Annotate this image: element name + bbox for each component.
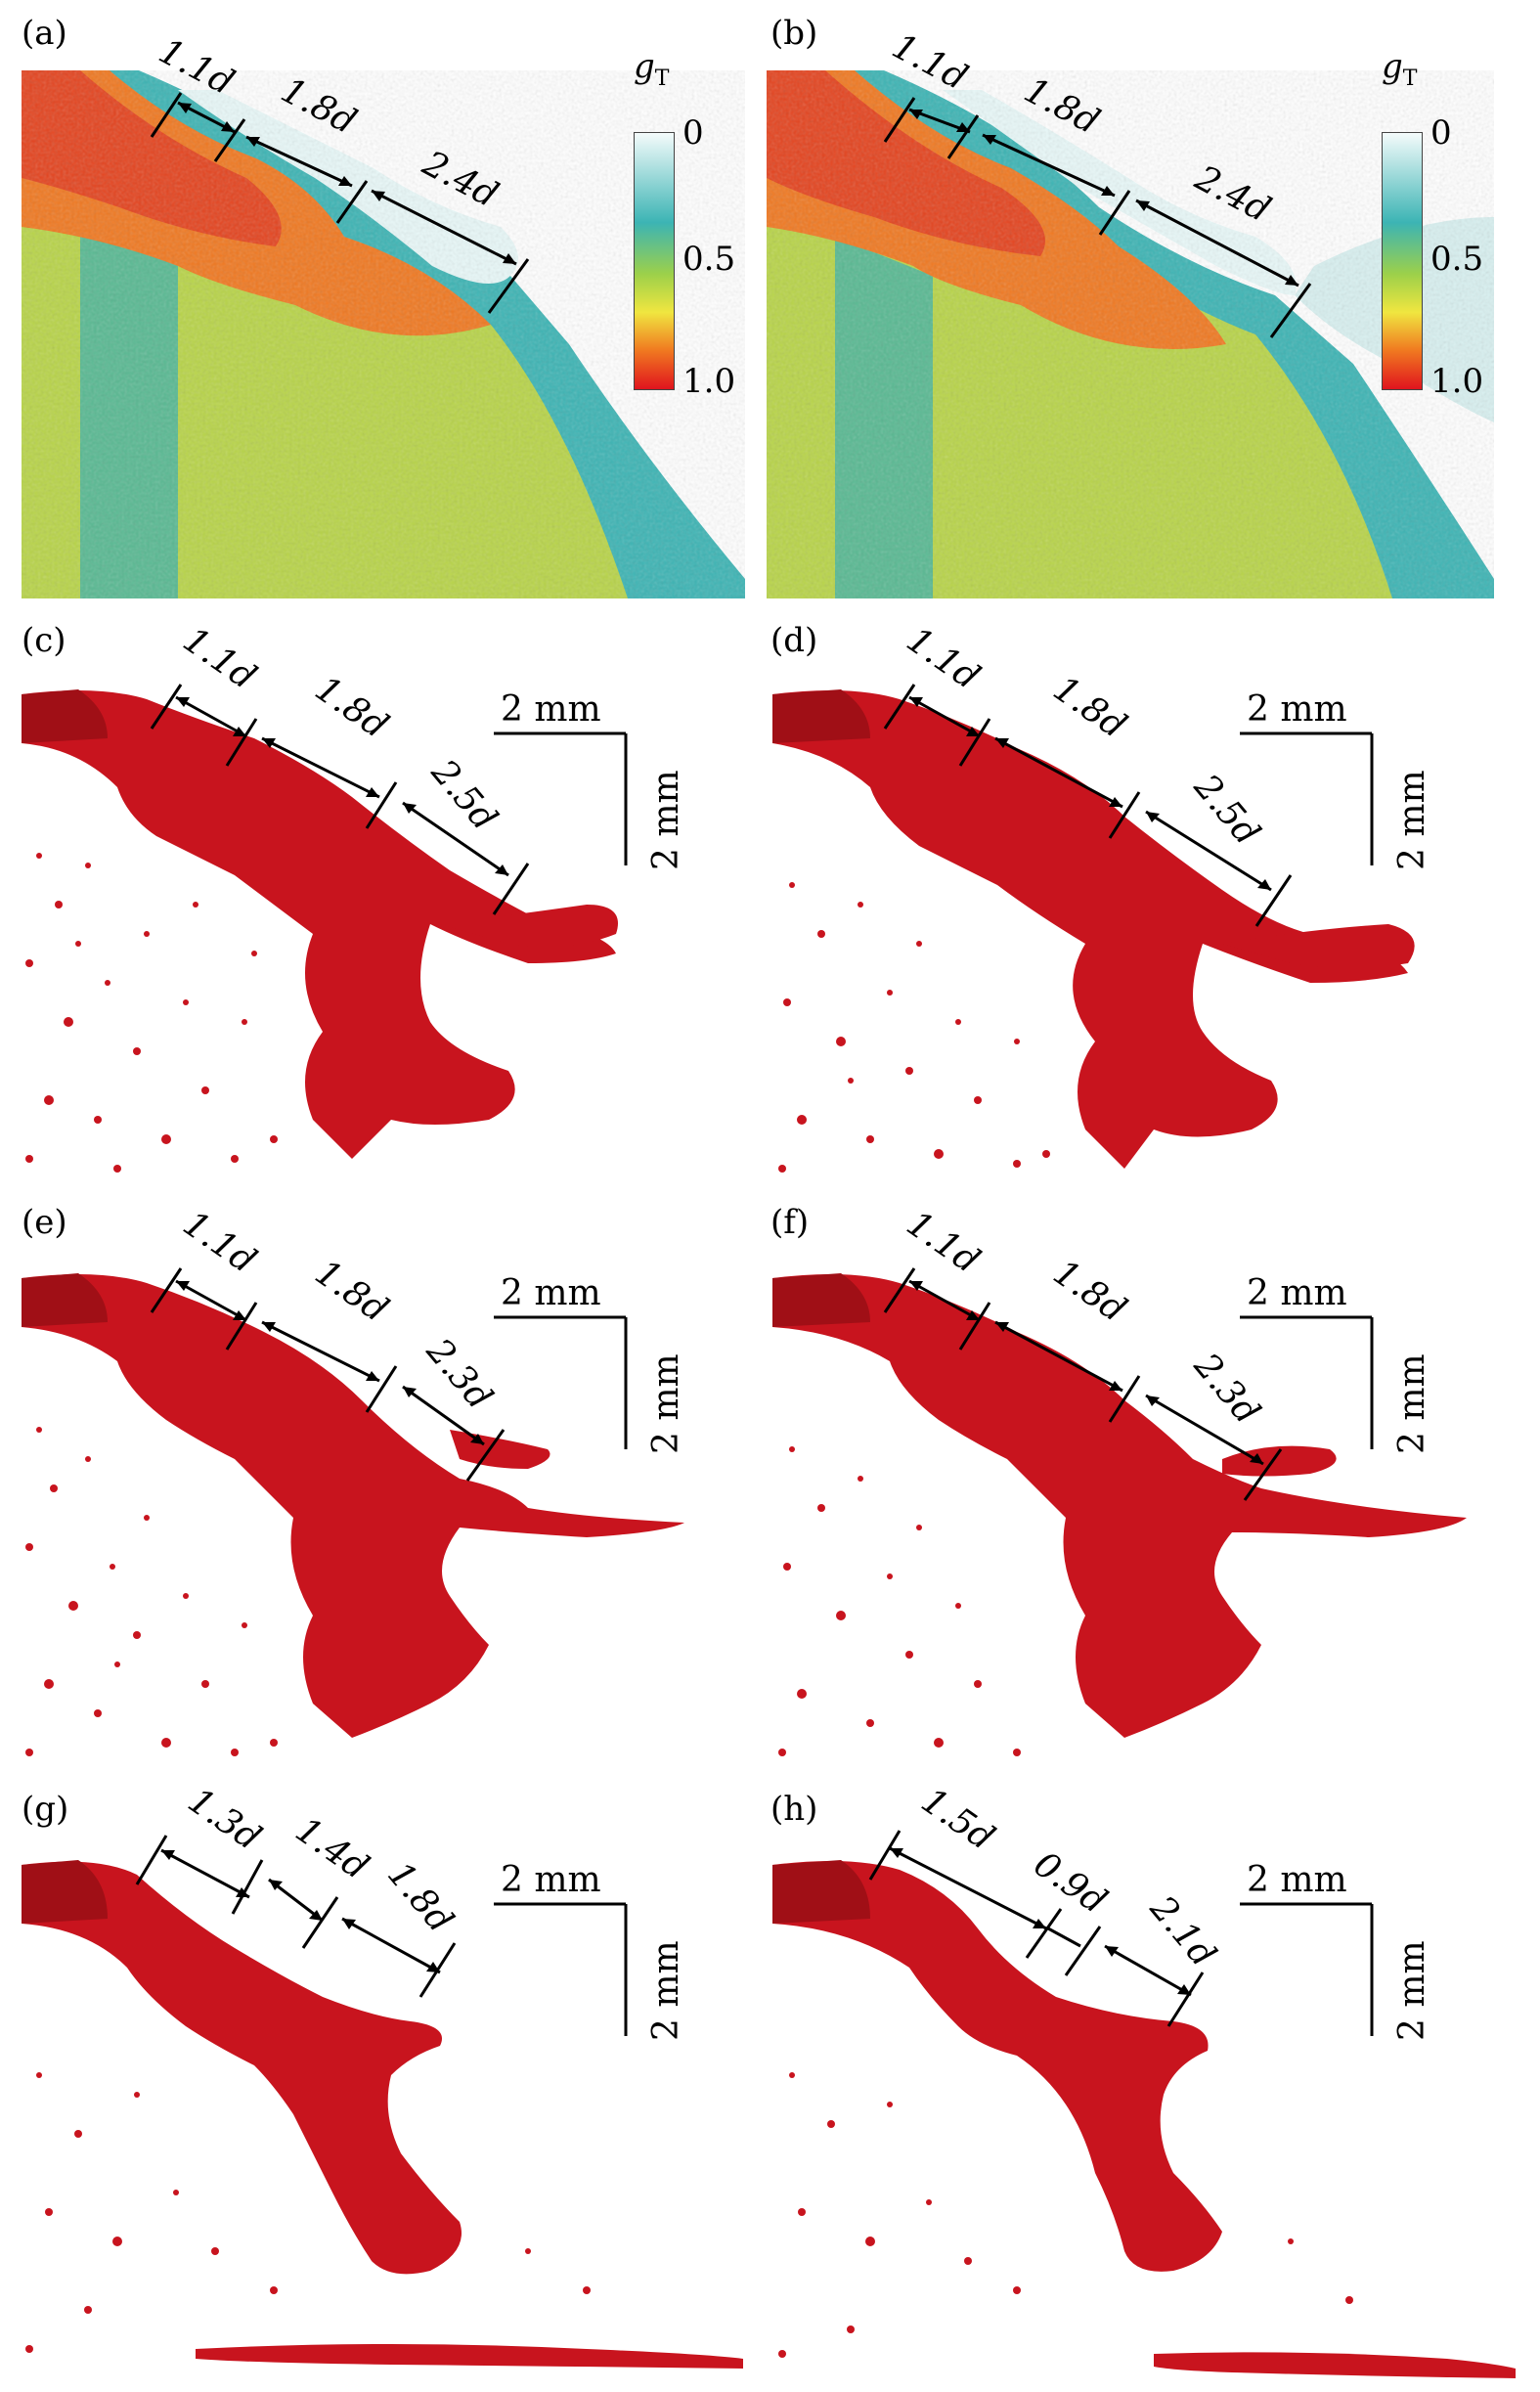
heatmap-image xyxy=(767,70,1494,598)
droplets xyxy=(25,2072,591,2353)
measure-label: 2.3d xyxy=(1185,1346,1267,1433)
scalebar-label: 2 mm xyxy=(1247,689,1347,730)
panel-d: (d) xyxy=(763,611,1516,1183)
colorbar xyxy=(1382,132,1423,390)
measure-label: 2.3d xyxy=(418,1331,500,1418)
measure-label: 1.8d xyxy=(1018,70,1106,143)
scalebar-label: 2 mm xyxy=(1392,770,1432,870)
droplets xyxy=(778,2072,1353,2358)
scalebar-label: 2 mm xyxy=(1247,1273,1347,1313)
measure-label: 2.1d xyxy=(1141,1888,1223,1975)
measure-label: 1.8d xyxy=(379,1854,461,1940)
scalebar-label: 2 mm xyxy=(1247,1860,1347,1900)
measurement-overlay: 1.1d 1.8d 2.4d xyxy=(883,26,1312,338)
measure-label: 1.8d xyxy=(1046,669,1133,747)
panel-label: (h) xyxy=(770,1790,818,1829)
colorbar-tick: 0 xyxy=(1430,113,1452,153)
measure-label: 2.5d xyxy=(1185,767,1267,854)
measure-label: 1.4d xyxy=(288,1810,375,1888)
liquid-render: 1.1d 1.8d 2.3d 2 mm 2 mm xyxy=(22,1204,686,1756)
measure-label: 1.8d xyxy=(308,1253,395,1331)
droplets xyxy=(778,1446,1021,1756)
liquid-render: 1.1d 1.8d 2.3d 2 mm 2 mm xyxy=(772,1204,1467,1756)
measure-label: 1.5d xyxy=(914,1781,1001,1859)
colorbar-tick: 0 xyxy=(682,113,704,153)
droplets xyxy=(778,882,1050,1173)
colorbar-tick: 0.5 xyxy=(1430,240,1484,279)
colorbar-title: gT xyxy=(1382,47,1418,91)
panel-h: (h) 1.5d 0.9d 2.1d xyxy=(763,1781,1516,2388)
panel-e: (e) xyxy=(0,1195,753,1772)
panel-label: (g) xyxy=(22,1790,69,1829)
panel-label: (d) xyxy=(770,621,818,660)
droplets xyxy=(25,1427,278,1756)
scalebar-label: 2 mm xyxy=(1392,1940,1432,2041)
colorbar-tick: 1.0 xyxy=(682,362,736,401)
measure-label: 2.4d xyxy=(1188,157,1277,230)
panel-label: (f) xyxy=(770,1203,810,1242)
measure-label: 1.3d xyxy=(181,1781,268,1859)
colorbar xyxy=(634,132,675,390)
panel-label: (a) xyxy=(22,14,67,53)
heatmap-image xyxy=(22,70,745,598)
scalebar-label: 2 mm xyxy=(1392,1353,1432,1454)
measure-label: 1.1d xyxy=(176,1204,263,1282)
panel-b: (b) xyxy=(763,0,1516,606)
measure-label: 0.9d xyxy=(1027,1844,1114,1923)
liquid-render: 1.3d 1.4d 1.8d 2 mm 2 mm xyxy=(22,1781,743,2369)
measure-label: 1.8d xyxy=(275,70,363,143)
panel-a: (a) xyxy=(0,0,753,606)
liquid-render: 1.5d 0.9d 2.1d 2 mm 2 mm xyxy=(772,1781,1516,2378)
colorbar-tick: 0.5 xyxy=(682,240,736,279)
panel-label: (e) xyxy=(22,1203,67,1242)
panel-f: (f) 1. xyxy=(763,1195,1516,1772)
panel-g: (g) 1.3d xyxy=(0,1781,753,2388)
measure-label: 1.1d xyxy=(886,26,974,99)
liquid-render: 1.1d 1.8d 2.5d 2 mm 2 mm xyxy=(22,620,686,1173)
scalebar-label: 2 mm xyxy=(501,1273,601,1313)
measure-label: 2.4d xyxy=(416,143,505,215)
scalebar-label: 2 mm xyxy=(501,689,601,730)
droplets xyxy=(25,853,278,1173)
liquid-render: 1.1d 1.8d 2.5d 2 mm 2 mm xyxy=(772,620,1432,1173)
measure-label: 1.1d xyxy=(153,31,241,104)
measurement-overlay: 1.1d 1.8d 2.4d xyxy=(150,31,530,314)
measure-label: 1.8d xyxy=(308,669,395,747)
colorbar-tick: 1.0 xyxy=(1430,362,1484,401)
scalebar-label: 2 mm xyxy=(646,1940,686,2041)
panel-label: (c) xyxy=(22,621,66,660)
measure-label: 1.8d xyxy=(1046,1253,1133,1331)
scalebar-label: 2 mm xyxy=(501,1860,601,1900)
colorbar-title: gT xyxy=(634,47,670,91)
measure-label: 1.1d xyxy=(176,620,263,698)
scalebar-label: 2 mm xyxy=(646,1353,686,1454)
scalebar-label: 2 mm xyxy=(646,770,686,870)
panel-label: (b) xyxy=(770,14,818,53)
panel-c: (c) xyxy=(0,611,753,1183)
